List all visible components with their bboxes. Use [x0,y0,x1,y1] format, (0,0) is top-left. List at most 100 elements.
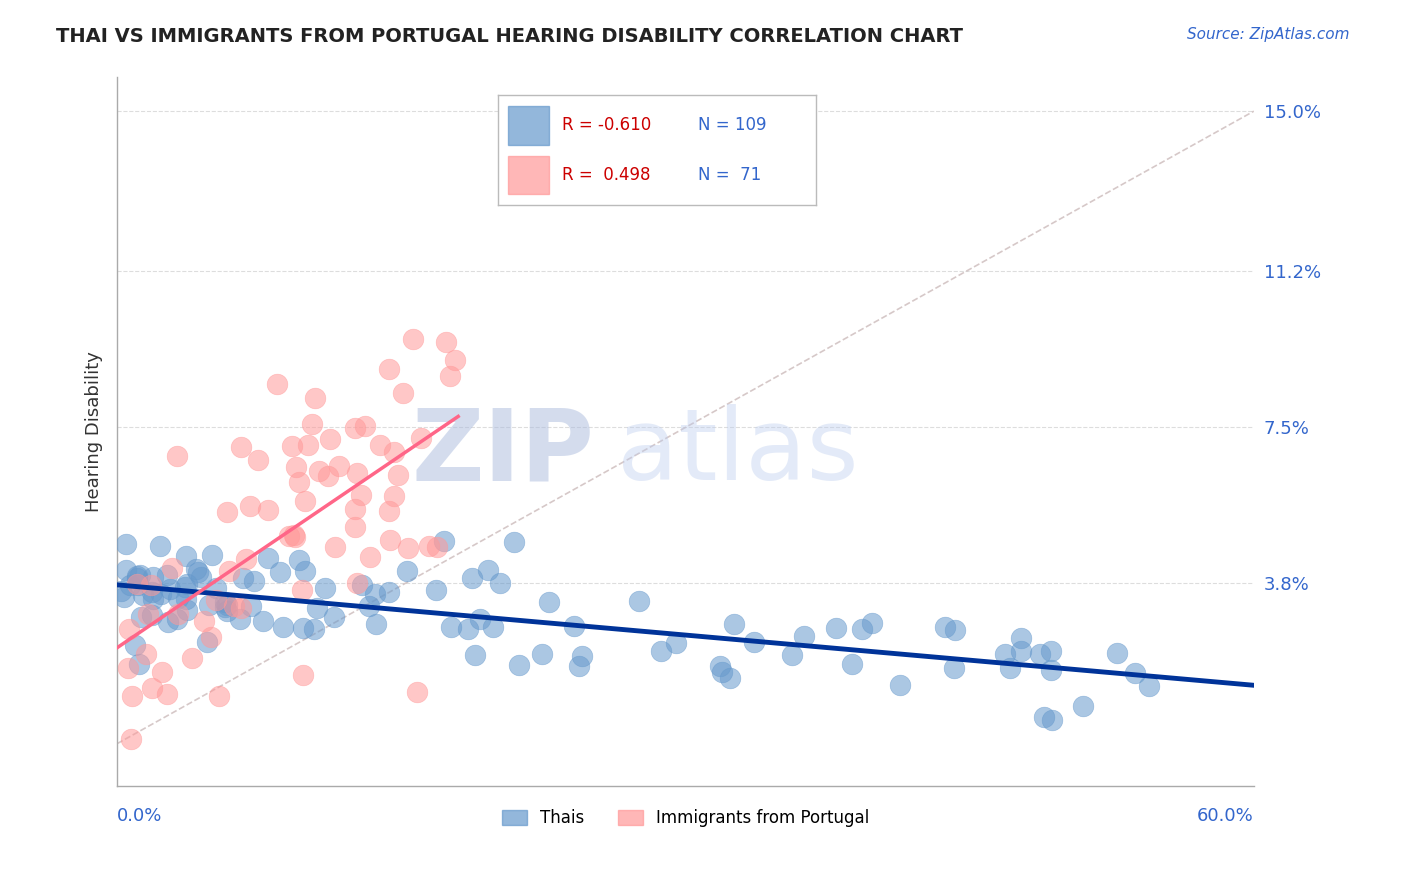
Immigrants from Portugal [382,445,405,459]
Immigrants from Portugal [346,467,368,481]
Thais [257,551,280,566]
Immigrants from Portugal [235,551,257,566]
Immigrants from Portugal [278,529,301,543]
Immigrants from Portugal [443,353,465,368]
Thais [252,614,274,628]
Thais [131,610,153,624]
Immigrants from Portugal [135,648,157,662]
Thais [114,537,136,551]
Thais [128,568,150,582]
Thais [709,659,731,673]
Text: atlas: atlas [617,404,859,501]
Immigrants from Portugal [181,651,204,665]
Thais [723,616,745,631]
Thais [825,621,848,635]
Immigrants from Portugal [304,391,326,405]
Thais [174,580,197,594]
Immigrants from Portugal [215,505,238,519]
Immigrants from Portugal [200,631,222,645]
Thais [650,644,672,658]
Thais [214,599,236,614]
Thais [352,578,374,592]
Thais [201,549,224,563]
Thais [357,599,380,614]
Immigrants from Portugal [141,681,163,696]
Thais [1139,679,1161,693]
Thais [288,553,311,567]
Immigrants from Portugal [344,501,367,516]
Thais [461,571,484,585]
Thais [464,648,486,663]
Immigrants from Portugal [319,432,342,446]
Thais [157,615,180,630]
Thais [378,584,401,599]
Thais [271,620,294,634]
Immigrants from Portugal [283,528,305,542]
Thais [530,647,553,661]
Thais [125,569,148,583]
Immigrants from Portugal [205,593,228,607]
Immigrants from Portugal [120,732,142,747]
Immigrants from Portugal [291,583,314,598]
Thais [489,576,512,591]
Thais [110,584,132,599]
Immigrants from Portugal [155,688,177,702]
Immigrants from Portugal [378,533,401,547]
Thais [508,658,530,673]
Thais [159,582,181,597]
Thais [156,568,179,582]
Immigrants from Portugal [222,599,245,613]
Immigrants from Portugal [382,489,405,503]
Immigrants from Portugal [387,468,409,483]
Immigrants from Portugal [284,530,307,544]
Thais [780,648,803,662]
Immigrants from Portugal [231,601,253,615]
Thais [187,565,209,579]
Immigrants from Portugal [118,622,141,636]
Thais [664,636,686,650]
Thais [793,629,815,643]
Immigrants from Portugal [368,438,391,452]
Immigrants from Portugal [266,376,288,391]
Thais [294,565,316,579]
Thais [314,581,336,595]
Thais [124,638,146,652]
Immigrants from Portugal [378,504,401,518]
Thais [994,647,1017,661]
Thais [1040,644,1063,658]
Immigrants from Portugal [402,332,425,346]
Immigrants from Portugal [239,499,262,513]
Thais [198,598,221,612]
Thais [503,535,526,549]
Thais [190,570,212,584]
Immigrants from Portugal [208,689,231,703]
Immigrants from Portugal [229,440,252,454]
Immigrants from Portugal [359,549,381,564]
Immigrants from Portugal [344,519,367,533]
Thais [571,648,593,663]
Text: THAI VS IMMIGRANTS FROM PORTUGAL HEARING DISABILITY CORRELATION CHART: THAI VS IMMIGRANTS FROM PORTUGAL HEARING… [56,27,963,45]
Thais [215,604,238,618]
Immigrants from Portugal [257,503,280,517]
Immigrants from Portugal [166,607,188,622]
Thais [468,612,491,626]
Immigrants from Portugal [160,561,183,575]
Thais [851,622,873,636]
Thais [538,595,561,609]
Text: 0.0%: 0.0% [117,807,163,825]
Thais [149,587,172,601]
Thais [195,634,218,648]
Thais [943,623,966,637]
Immigrants from Portugal [294,493,316,508]
Thais [1040,713,1063,727]
Thais [395,564,418,578]
Thais [943,661,966,675]
Thais [718,671,741,685]
Immigrants from Portugal [439,368,461,383]
Thais [115,563,138,577]
Thais [174,592,197,607]
Thais [934,620,956,634]
Thais [562,619,585,633]
Thais [125,571,148,585]
Immigrants from Portugal [391,386,413,401]
